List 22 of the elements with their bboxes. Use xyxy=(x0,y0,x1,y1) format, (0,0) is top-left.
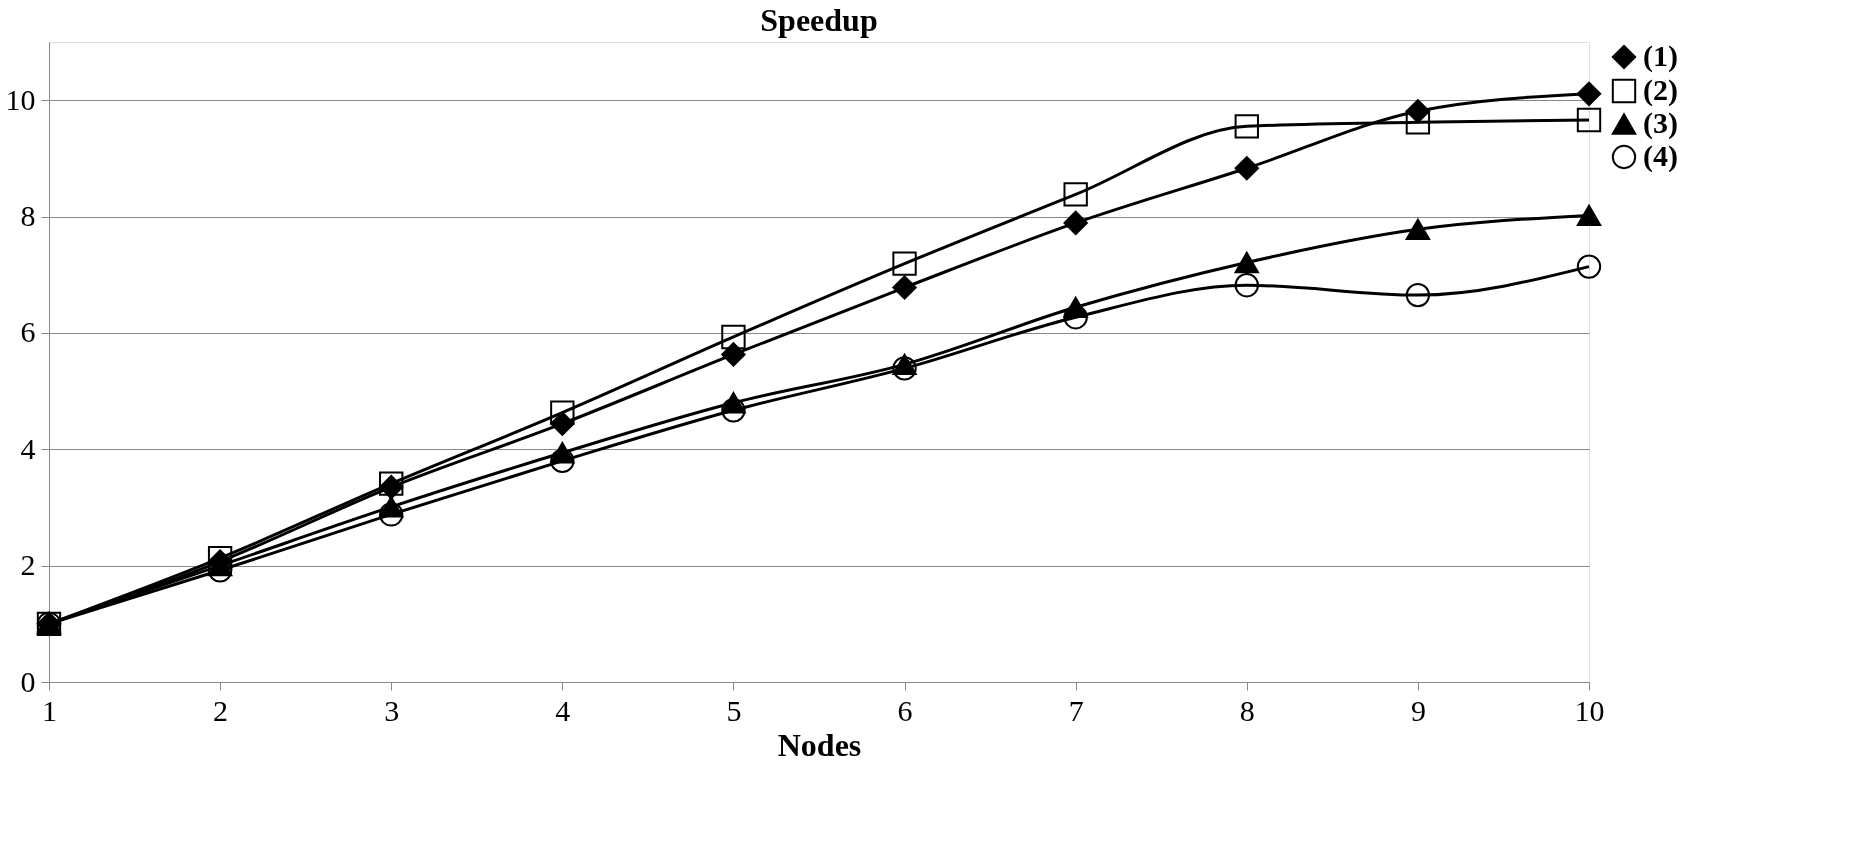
x-tick-label: 7 xyxy=(1068,693,1084,727)
legend-label: (4) xyxy=(1643,139,1678,173)
legend-label: (1) xyxy=(1643,39,1678,73)
legend-label: (3) xyxy=(1643,106,1678,140)
x-tick-label: 3 xyxy=(384,693,400,727)
x-tick-label: 9 xyxy=(1410,693,1426,727)
x-tick-label: 1 xyxy=(42,693,57,727)
legend-label: (2) xyxy=(1643,73,1678,107)
x-tick-label: 4 xyxy=(555,693,571,727)
x-axis-title: Nodes xyxy=(777,726,862,763)
x-tick-label: 5 xyxy=(726,693,742,727)
x-tick-label: 2 xyxy=(213,693,229,727)
x-tick-label: 10 xyxy=(1574,693,1605,727)
y-tick-label: 0 xyxy=(20,664,36,698)
chart-title: Speedup xyxy=(760,2,878,38)
y-tick-label: 6 xyxy=(20,315,36,349)
y-tick-label: 8 xyxy=(20,199,36,233)
y-tick-label: 2 xyxy=(20,548,36,582)
x-tick-label: 8 xyxy=(1239,693,1255,727)
x-tick-label: 6 xyxy=(897,693,913,727)
y-tick-label: 10 xyxy=(5,82,36,116)
y-tick-label: 4 xyxy=(20,431,36,465)
